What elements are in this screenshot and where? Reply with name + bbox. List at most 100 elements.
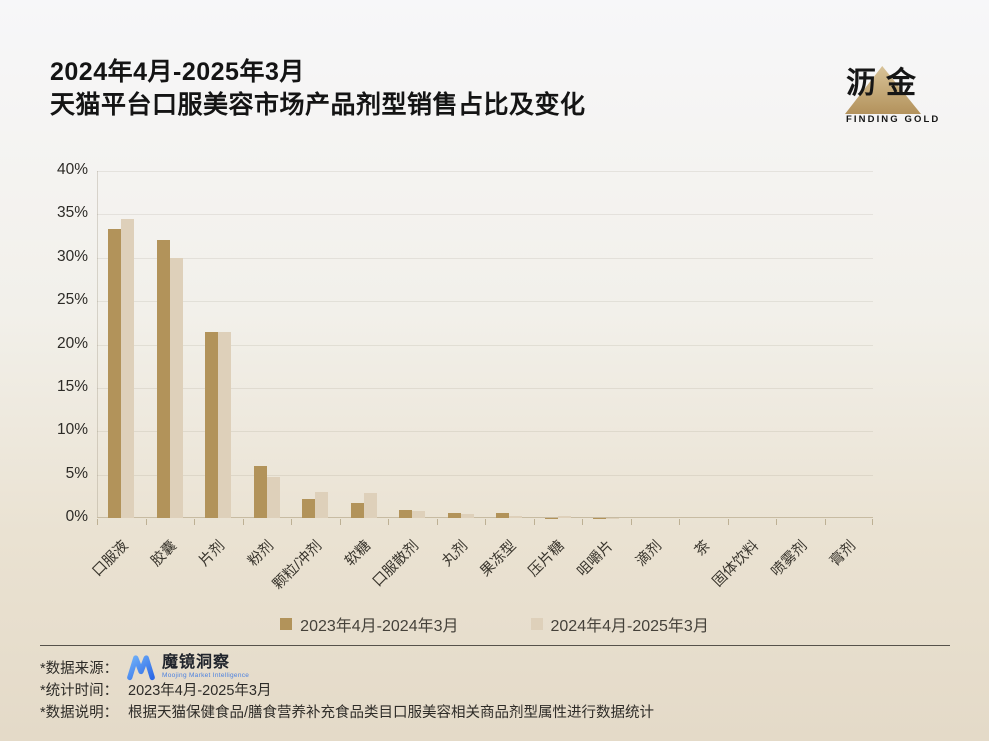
stat-time-row: *统计时间： 2023年4月-2025年3月 xyxy=(40,679,271,700)
y-axis-tick-label: 35% xyxy=(56,204,88,222)
bar-软糖-2023年4月-2024年3月 xyxy=(350,503,364,518)
x-axis-label: 丸剂 xyxy=(439,537,471,570)
bar-丸剂-2024年4月-2025年3月 xyxy=(460,513,474,518)
x-axis-label: 果冻型 xyxy=(477,537,520,580)
legend-label: 2024年4月-2025年3月 xyxy=(550,618,709,635)
legend-item: 2024年4月-2025年3月 xyxy=(530,612,709,636)
x-axis-labels: 口服液 胶囊 片剂 粉剂 颗粒/冲剂 软糖 口服散剂 丸剂 果冻型 压片糖 咀嚼片 滴剂 茶固体饮料 喷雾… xyxy=(89,527,873,607)
bar-胶囊-2024年4月-2025年3月 xyxy=(169,257,183,518)
y-axis-line xyxy=(97,171,98,518)
page-title-line2: 天猫平台口服美容市场产品剂型销售占比及变化 xyxy=(50,91,586,119)
y-axis-tick-label: 20% xyxy=(56,334,88,352)
gridline xyxy=(97,257,873,259)
x-axis-tick xyxy=(533,519,535,525)
gridline xyxy=(97,431,873,433)
plot-area xyxy=(97,171,873,525)
x-axis-label: 咀嚼片 xyxy=(574,537,617,580)
x-axis-tick xyxy=(485,519,486,525)
stat-time-value: 2023年4月-2025年3月 xyxy=(128,683,272,699)
bar-口服液-2024年4月-2025年3月 xyxy=(121,218,135,518)
gridline xyxy=(97,214,873,216)
bar-丸剂-2023年4月-2024年3月 xyxy=(447,512,461,518)
x-axis-label: 口服液 xyxy=(89,537,132,580)
x-axis-label: 胶囊 xyxy=(148,537,180,570)
moojing-text-block: 魔镜洞察 Moojing Market Intelligence xyxy=(162,653,250,680)
brand-tagline: FINDING GOLD xyxy=(846,114,941,125)
x-axis-tick xyxy=(388,519,389,525)
y-axis-tick-label: 5% xyxy=(65,464,88,482)
data-note-label: *数据说明： xyxy=(40,705,119,721)
x-axis-tick xyxy=(194,519,195,525)
bar-口服散剂-2023年4月-2024年3月 xyxy=(399,510,413,518)
moojing-name: 魔镜洞察 xyxy=(162,653,231,671)
bar-果冻型-2023年4月-2024年3月 xyxy=(496,512,510,518)
bar-颗粒/冲剂-2024年4月-2025年3月 xyxy=(315,491,329,518)
x-axis-label: 压片糖 xyxy=(525,537,568,580)
legend-swatch xyxy=(530,618,543,630)
x-axis-tick xyxy=(291,519,292,525)
gridline xyxy=(97,474,873,476)
data-note-value: 根据天猫保健食品/膳食营养补充食品类目口服美容相关商品剂型属性进行数据统计 xyxy=(128,705,655,721)
x-axis-tick xyxy=(776,519,777,525)
legend-label: 2023年4月-2024年3月 xyxy=(300,618,459,635)
x-axis-tick xyxy=(679,519,680,525)
bar-颗粒/冲剂-2023年4月-2024年3月 xyxy=(302,498,316,518)
x-axis-tick xyxy=(242,519,244,525)
x-axis-label: 颗粒/冲剂 xyxy=(270,537,326,594)
x-axis-label: 软糖 xyxy=(342,537,374,570)
y-axis-tick-label: 0% xyxy=(65,508,88,525)
brand-name: 沥金 xyxy=(846,67,926,100)
x-axis-label: 固体饮料 xyxy=(709,537,762,591)
bar-口服散剂-2024年4月-2025年3月 xyxy=(412,511,426,518)
bar-片剂-2024年4月-2025年3月 xyxy=(218,331,232,518)
stat-time-label: *统计时间： xyxy=(40,683,119,699)
x-axis-tick xyxy=(97,519,98,525)
x-axis-label: 片剂 xyxy=(196,537,229,570)
gridline xyxy=(97,171,873,172)
x-axis-tick xyxy=(436,519,438,525)
x-axis-tick xyxy=(824,519,826,525)
legend: 2023年4月-2024年3月 2024年4月-2025年3月 xyxy=(0,612,989,636)
x-axis-tick xyxy=(582,519,583,525)
x-axis-label: 膏剂 xyxy=(827,537,859,570)
bar-果冻型-2024年4月-2025年3月 xyxy=(509,515,523,518)
bar-胶囊-2023年4月-2024年3月 xyxy=(156,240,170,518)
bar-软糖-2024年4月-2025年3月 xyxy=(363,492,377,518)
gridline xyxy=(97,387,873,389)
y-axis-tick-label: 40% xyxy=(56,161,88,178)
moojing-logo: 魔镜洞察 Moojing Market Intelligence xyxy=(126,653,249,681)
gridline xyxy=(97,301,873,303)
y-axis-labels: 0% 5% 10% 15% 20% 25% 30% 35% 40% xyxy=(30,161,88,525)
y-axis-tick-label: 15% xyxy=(56,377,88,395)
x-axis-tick xyxy=(872,519,873,525)
bar-粉剂-2024年4月-2025年3月 xyxy=(266,477,280,518)
brand-logo: 沥金 FINDING GOLD xyxy=(840,52,940,132)
x-axis-tick xyxy=(630,519,632,525)
y-axis-tick-label: 30% xyxy=(56,247,88,265)
x-axis-label: 粉剂 xyxy=(245,537,277,570)
y-axis-tick-label: 10% xyxy=(56,421,88,439)
x-axis-tick xyxy=(339,519,341,525)
bar-片剂-2023年4月-2024年3月 xyxy=(205,331,219,518)
page-title: 2024年4月-2025年3月 天猫平台口服美容市场产品剂型销售占比及变化 xyxy=(50,56,586,122)
x-axis-label: 喷雾剂 xyxy=(768,537,811,580)
legend-item: 2023年4月-2024年3月 xyxy=(280,612,459,636)
footer-divider xyxy=(40,645,950,646)
data-source-row: *数据来源： 魔镜洞察 Moojing Market Intelligence xyxy=(40,653,249,681)
y-axis-tick-label: 25% xyxy=(56,291,88,309)
gridline xyxy=(97,344,873,346)
bar-压片糖-2024年4月-2025年3月 xyxy=(557,515,571,518)
page-title-line1: 2024年4月-2025年3月 xyxy=(50,58,305,86)
x-axis-label: 茶 xyxy=(691,537,714,560)
data-note-row: *数据说明： 根据天猫保健食品/膳食营养补充食品类目口服美容相关商品剂型属性进行… xyxy=(40,701,654,722)
data-source-label: *数据来源： xyxy=(40,660,119,677)
x-axis-label: 口服散剂 xyxy=(370,537,423,591)
x-axis-label: 滴剂 xyxy=(633,537,665,570)
x-axis-line xyxy=(97,517,873,518)
moojing-subtext: Moojing Market Intelligence xyxy=(162,671,250,679)
bar-口服液-2023年4月-2024年3月 xyxy=(108,229,122,518)
moojing-m-icon xyxy=(127,655,155,681)
x-axis-tick xyxy=(727,519,729,525)
bar-粉剂-2023年4月-2024年3月 xyxy=(253,465,267,518)
legend-swatch xyxy=(280,618,293,630)
